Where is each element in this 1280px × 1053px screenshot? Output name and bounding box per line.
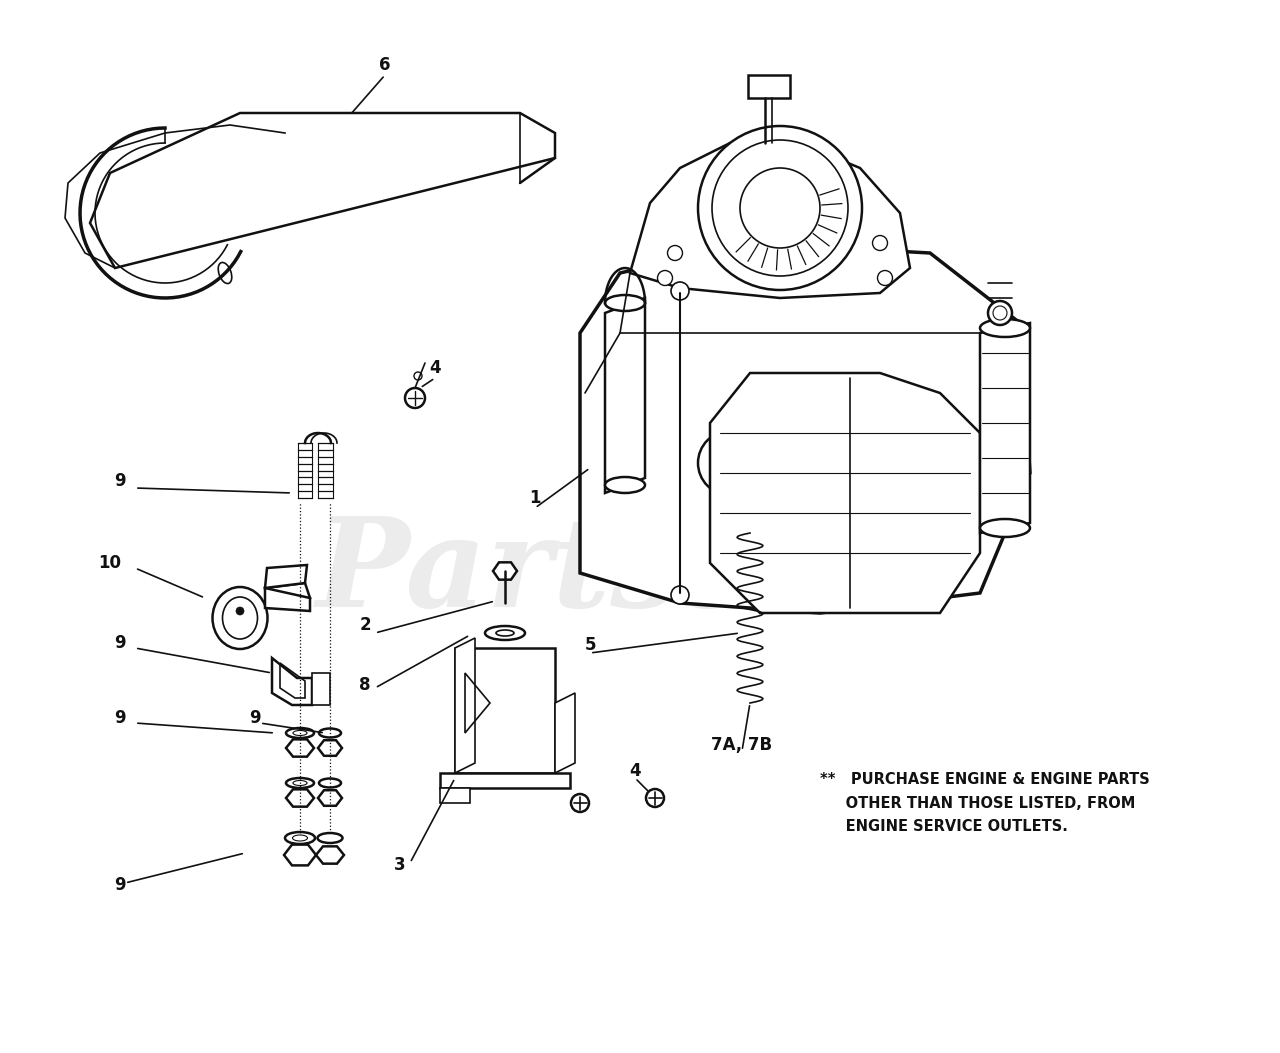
Circle shape: [878, 271, 892, 285]
Circle shape: [873, 236, 887, 251]
Circle shape: [658, 271, 672, 285]
Polygon shape: [556, 693, 575, 773]
Polygon shape: [748, 75, 790, 98]
Ellipse shape: [285, 778, 314, 788]
Ellipse shape: [319, 778, 340, 788]
Text: 2: 2: [360, 616, 371, 634]
Ellipse shape: [317, 833, 343, 843]
Polygon shape: [265, 565, 307, 588]
Polygon shape: [454, 648, 556, 773]
Text: 9: 9: [114, 709, 125, 727]
Text: 9: 9: [114, 634, 125, 652]
Polygon shape: [285, 790, 314, 807]
Text: 5: 5: [584, 636, 595, 654]
Text: 4: 4: [630, 762, 641, 780]
Polygon shape: [273, 658, 312, 706]
Polygon shape: [317, 790, 342, 806]
Text: 4: 4: [429, 359, 440, 377]
Polygon shape: [284, 845, 316, 866]
Circle shape: [698, 431, 762, 495]
Ellipse shape: [485, 625, 525, 640]
Polygon shape: [580, 243, 1030, 613]
Text: 3: 3: [394, 856, 406, 874]
Polygon shape: [710, 373, 980, 613]
Circle shape: [236, 607, 244, 615]
Text: 7A, 7B: 7A, 7B: [712, 736, 773, 754]
Circle shape: [571, 794, 589, 812]
Circle shape: [698, 126, 861, 290]
Circle shape: [671, 282, 689, 300]
Circle shape: [988, 301, 1012, 325]
Text: 1: 1: [529, 489, 540, 506]
Ellipse shape: [980, 519, 1030, 537]
Polygon shape: [285, 739, 314, 757]
Polygon shape: [316, 847, 344, 863]
Polygon shape: [440, 788, 470, 803]
Polygon shape: [630, 143, 910, 298]
Ellipse shape: [319, 729, 340, 737]
Ellipse shape: [285, 728, 314, 738]
Polygon shape: [605, 298, 645, 493]
Polygon shape: [265, 588, 310, 611]
Polygon shape: [265, 583, 310, 608]
Polygon shape: [317, 740, 342, 756]
Circle shape: [667, 245, 682, 260]
Text: Partstree: Partstree: [316, 512, 964, 634]
Polygon shape: [312, 673, 330, 706]
Ellipse shape: [605, 295, 645, 311]
Circle shape: [404, 388, 425, 408]
Text: 8: 8: [360, 676, 371, 694]
Text: 9: 9: [250, 709, 261, 727]
Text: 9: 9: [114, 472, 125, 490]
Text: **   PURCHASE ENGINE & ENGINE PARTS
     OTHER THAN THOSE LISTED, FROM
     ENGI: ** PURCHASE ENGINE & ENGINE PARTS OTHER …: [820, 772, 1149, 834]
Circle shape: [646, 789, 664, 807]
Text: 9: 9: [114, 876, 125, 894]
Ellipse shape: [285, 832, 315, 845]
Ellipse shape: [212, 587, 268, 649]
Text: 10: 10: [99, 554, 122, 572]
Polygon shape: [454, 638, 475, 773]
Ellipse shape: [605, 477, 645, 493]
Polygon shape: [440, 773, 570, 788]
Text: 6: 6: [379, 56, 390, 74]
Polygon shape: [980, 323, 1030, 533]
Ellipse shape: [980, 319, 1030, 337]
Circle shape: [413, 372, 422, 380]
Circle shape: [671, 587, 689, 604]
Polygon shape: [493, 562, 517, 579]
